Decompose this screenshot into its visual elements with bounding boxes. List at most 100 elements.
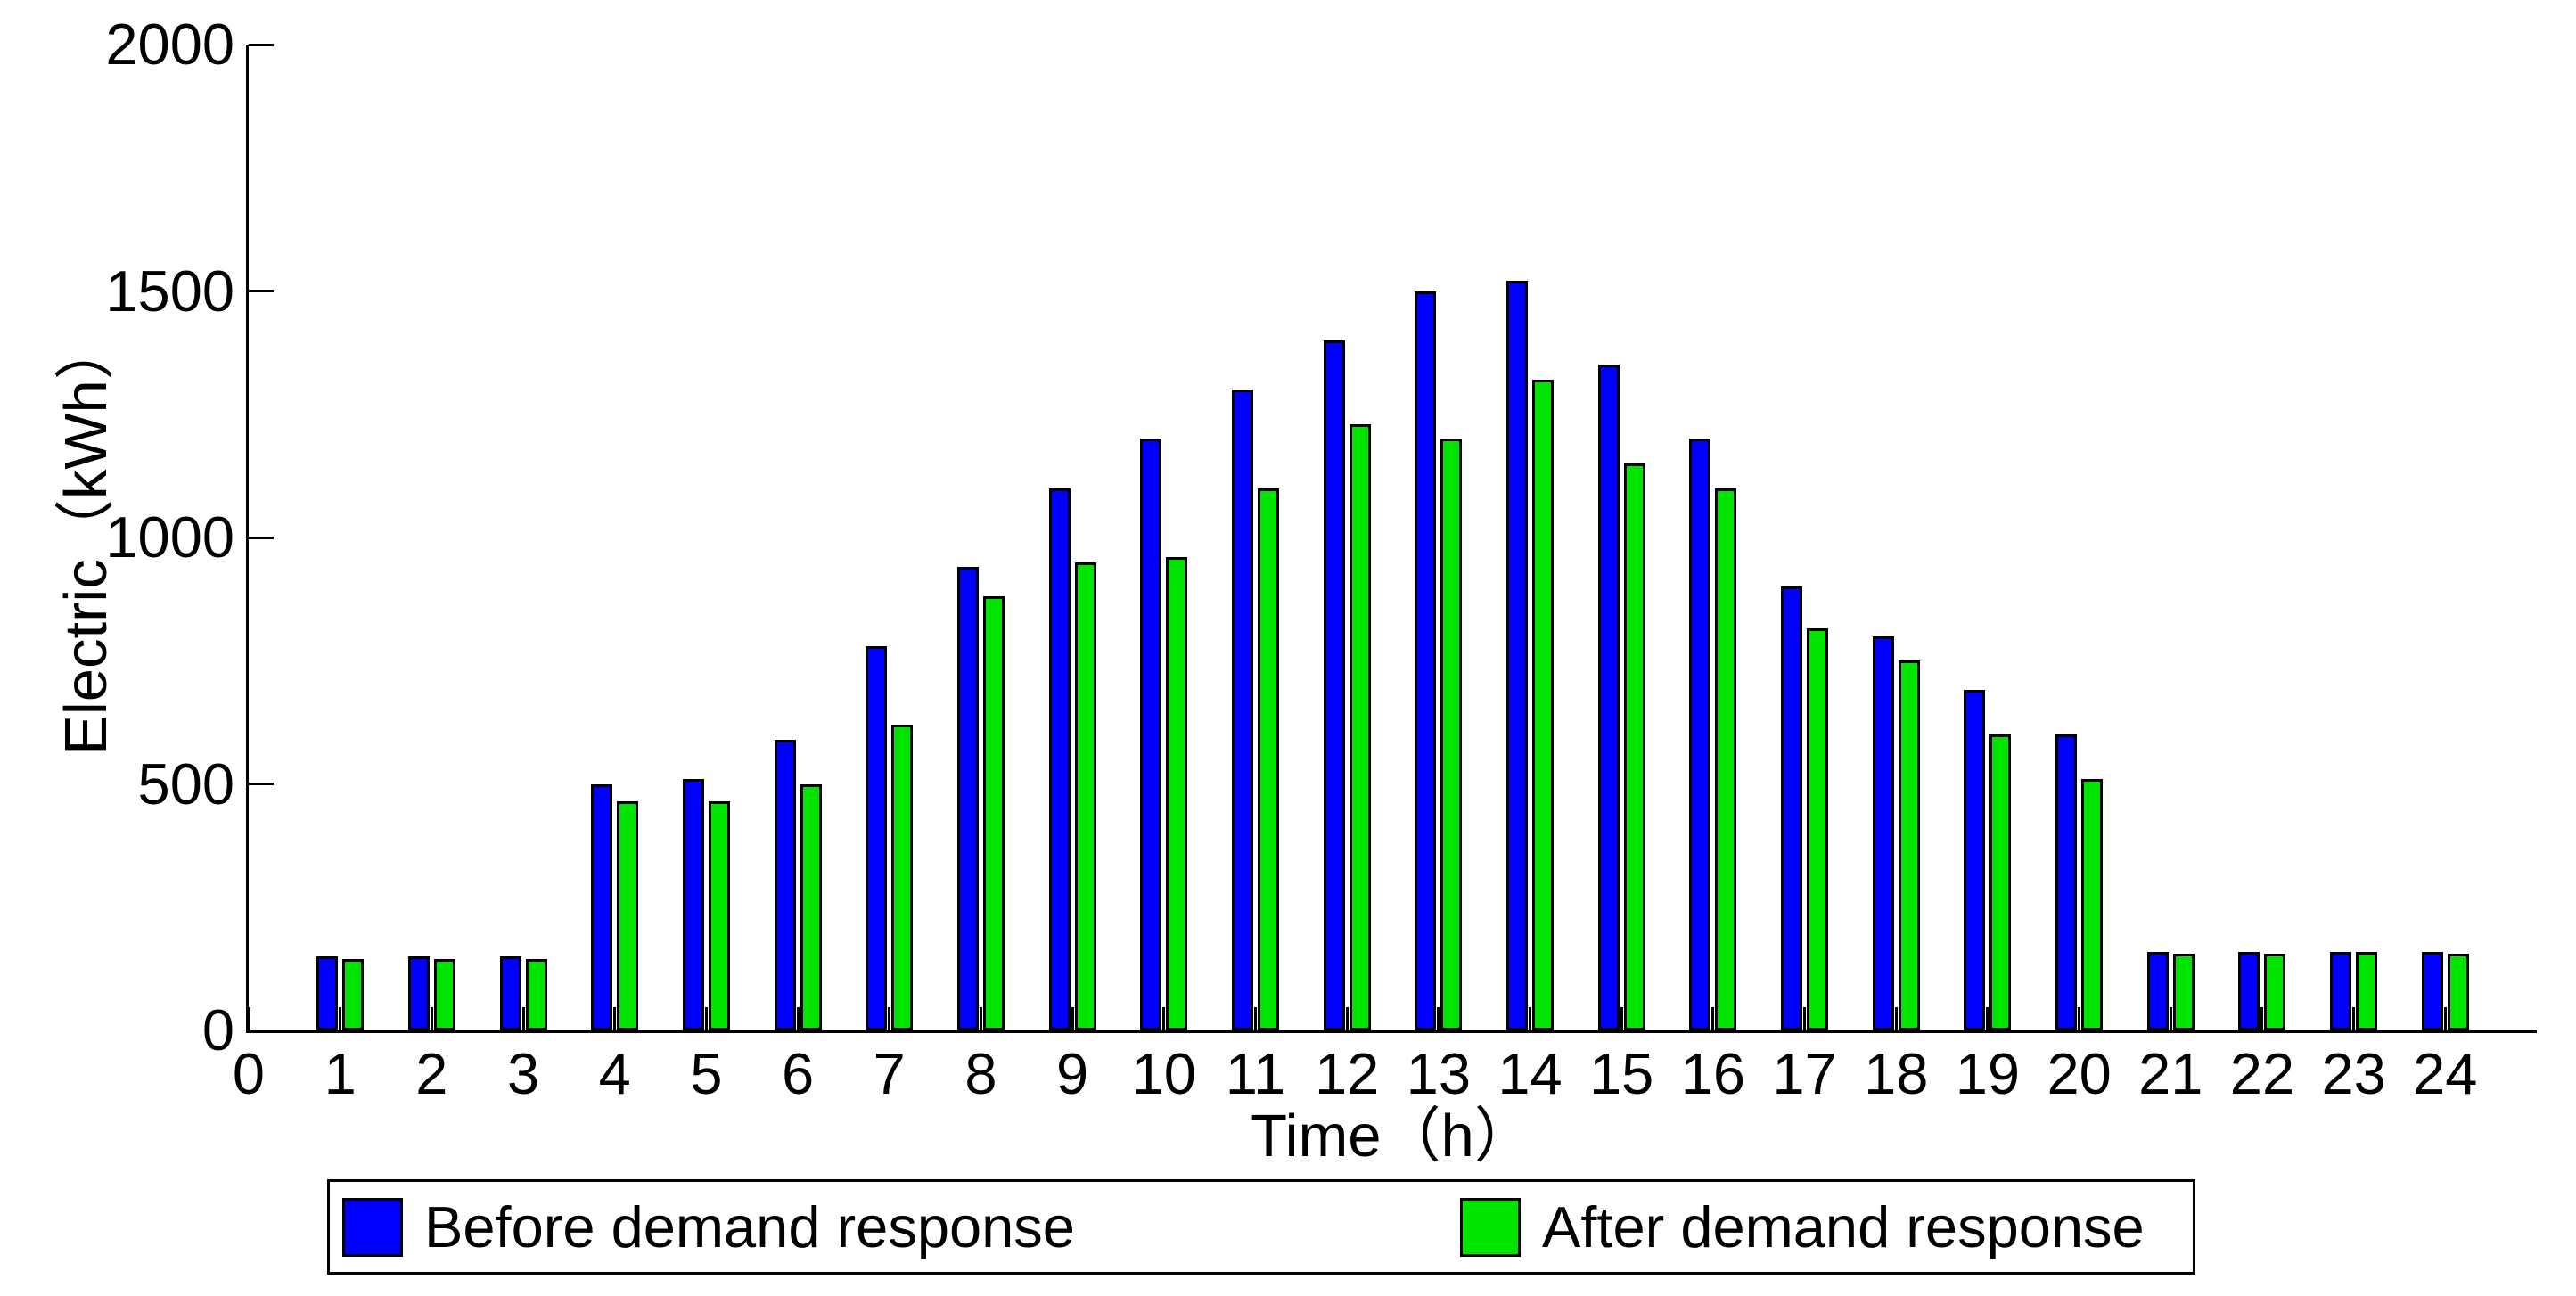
bar-after-demand-response [1166, 557, 1188, 1030]
bar-after-demand-response [342, 958, 365, 1030]
bar-before-demand-response [2238, 951, 2260, 1030]
bar-before-demand-response [2330, 951, 2352, 1030]
y-tick-label: 2000 [105, 12, 234, 77]
bar-before-demand-response [2421, 951, 2443, 1030]
legend-item: Before demand response [342, 1193, 1075, 1259]
bar-after-demand-response [617, 800, 639, 1030]
x-tick-mark [1253, 1007, 1257, 1030]
bar-before-demand-response [407, 956, 430, 1030]
x-tick-label: 19 [1955, 1041, 2021, 1106]
x-tick-mark [2078, 1007, 2081, 1030]
x-tick-label: 7 [873, 1041, 906, 1106]
bar-before-demand-response [499, 956, 521, 1030]
x-tick-mark [2443, 1007, 2447, 1030]
bar-after-demand-response [982, 596, 1005, 1030]
x-tick-mark [979, 1007, 982, 1030]
x-tick-mark [796, 1007, 800, 1030]
bar-before-demand-response [956, 567, 979, 1030]
x-tick-mark [1162, 1007, 1166, 1030]
bar-before-demand-response [682, 778, 704, 1030]
bar-before-demand-response [1781, 586, 1803, 1030]
bar-before-demand-response [1415, 291, 1437, 1030]
x-tick-mark [1986, 1007, 1989, 1030]
x-tick-label: 17 [1772, 1041, 1837, 1106]
x-tick-mark [888, 1007, 891, 1030]
bar-after-demand-response [1989, 734, 2012, 1030]
x-tick-label: 5 [690, 1041, 723, 1106]
x-tick-label: 13 [1406, 1041, 1471, 1106]
x-tick-label: 16 [1680, 1041, 1746, 1106]
x-tick-mark [2352, 1007, 2356, 1030]
x-axis-title: Time（h） [1251, 1103, 1534, 1169]
plot-area [246, 43, 2537, 1033]
bar-after-demand-response [2264, 954, 2286, 1030]
x-tick-label: 0 [232, 1041, 266, 1106]
x-tick-label: 14 [1497, 1041, 1563, 1106]
y-tick-label: 500 [137, 751, 234, 816]
legend: Before demand response After demand respo… [327, 1179, 2195, 1275]
legend-item: After demand response [1460, 1193, 2145, 1259]
x-tick-label: 3 [506, 1041, 540, 1106]
y-tick-mark [249, 536, 274, 539]
legend-swatch-after [1460, 1197, 1521, 1257]
bar-after-demand-response [525, 958, 547, 1030]
bar-after-demand-response [891, 725, 914, 1030]
x-tick-mark [2260, 1007, 2264, 1030]
legend-swatch-before [342, 1197, 403, 1257]
bar-after-demand-response [1623, 463, 1645, 1030]
bar-before-demand-response [591, 783, 613, 1030]
bar-after-demand-response [2172, 954, 2195, 1030]
x-tick-mark [339, 1007, 342, 1030]
bar-after-demand-response [1807, 628, 1829, 1030]
bar-after-demand-response [1257, 488, 1279, 1030]
bar-after-demand-response [1898, 660, 1920, 1030]
x-tick-mark [1894, 1007, 1898, 1030]
x-tick-label: 18 [1864, 1041, 1929, 1106]
bar-before-demand-response [866, 645, 888, 1030]
x-tick-label: 8 [964, 1041, 997, 1106]
bar-after-demand-response [1715, 488, 1737, 1030]
bar-before-demand-response [2146, 951, 2169, 1030]
bar-after-demand-response [708, 800, 730, 1030]
bar-before-demand-response [1964, 690, 1986, 1030]
bar-before-demand-response [1689, 439, 1711, 1030]
x-tick-mark [704, 1007, 708, 1030]
bar-after-demand-response [433, 958, 455, 1030]
bar-after-demand-response [2447, 954, 2469, 1030]
bar-before-demand-response [1872, 636, 1894, 1030]
x-tick-label: 12 [1315, 1041, 1380, 1106]
x-tick-label: 11 [1225, 1041, 1286, 1106]
legend-label: Before demand response [424, 1193, 1075, 1259]
bar-after-demand-response [1349, 423, 1371, 1030]
x-tick-mark [1071, 1007, 1074, 1030]
bar-before-demand-response [1597, 365, 1620, 1030]
bar-after-demand-response [1440, 439, 1463, 1030]
bar-after-demand-response [2081, 778, 2104, 1030]
x-tick-label: 2 [415, 1041, 448, 1106]
y-tick-label: 1500 [105, 258, 234, 324]
x-tick-label: 1 [324, 1041, 357, 1106]
y-tick-mark [249, 783, 274, 785]
x-tick-label: 21 [2138, 1041, 2203, 1106]
x-tick-label: 4 [598, 1041, 631, 1106]
y-tick-label: 1000 [105, 504, 234, 570]
x-tick-label: 24 [2413, 1041, 2478, 1106]
bar-after-demand-response [800, 783, 822, 1030]
bar-before-demand-response [1323, 340, 1345, 1030]
x-tick-label: 23 [2321, 1041, 2386, 1106]
x-tick-mark [1620, 1007, 1623, 1030]
bar-before-demand-response [2055, 734, 2078, 1030]
x-tick-label: 9 [1056, 1041, 1089, 1106]
legend-label: After demand response [1542, 1193, 2145, 1259]
x-tick-mark [247, 1007, 250, 1030]
y-tick-mark [249, 43, 274, 46]
bar-before-demand-response [1048, 488, 1071, 1030]
x-tick-label: 6 [782, 1041, 815, 1106]
x-tick-mark [521, 1007, 525, 1030]
x-tick-label: 15 [1589, 1041, 1654, 1106]
bar-after-demand-response [2356, 951, 2378, 1030]
x-tick-mark [1529, 1007, 1532, 1030]
bar-after-demand-response [1074, 562, 1096, 1030]
bar-before-demand-response [774, 739, 796, 1030]
